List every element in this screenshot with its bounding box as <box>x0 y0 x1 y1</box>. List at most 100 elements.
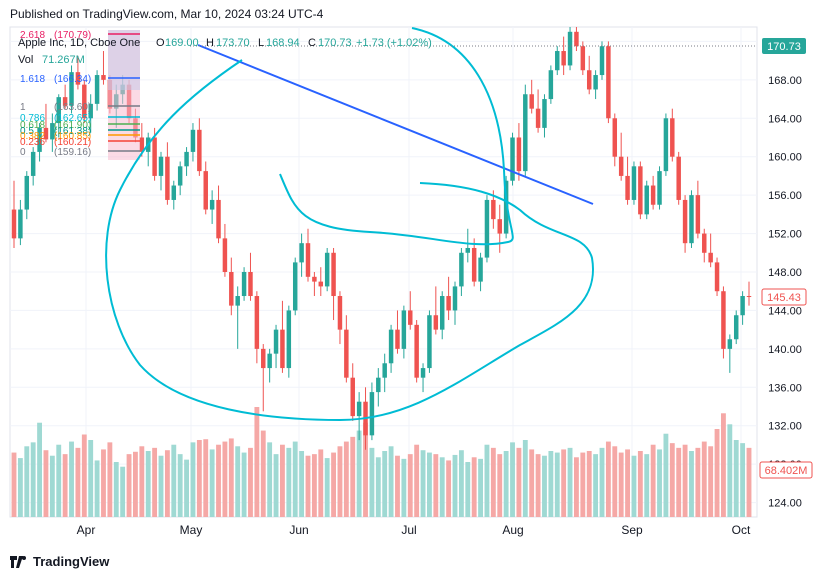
candle-body <box>548 70 554 100</box>
volume-bar <box>484 444 490 517</box>
candle-body <box>190 129 196 152</box>
candle <box>529 79 534 114</box>
candle-body <box>408 310 413 325</box>
candle <box>523 84 528 176</box>
candle-body <box>510 137 515 181</box>
candle <box>682 195 688 253</box>
volume-bar <box>669 443 675 517</box>
volume-bar <box>529 449 535 517</box>
volume-bar <box>733 440 739 517</box>
volume-bar <box>503 451 509 517</box>
x-tick-label: Jul <box>401 523 416 537</box>
candle <box>139 123 145 157</box>
candle-body <box>644 185 649 215</box>
y-tick-label: 124.00 <box>768 498 802 510</box>
candle-body <box>177 166 183 186</box>
volume-bar <box>56 444 62 517</box>
candle <box>586 55 592 95</box>
candle-body <box>670 118 675 157</box>
volume-bar <box>280 444 285 517</box>
candle-body <box>18 209 23 239</box>
candle-body <box>580 46 586 71</box>
volume-bar <box>605 441 611 517</box>
candle <box>670 108 675 162</box>
volume-bar <box>714 429 720 517</box>
candle-body <box>248 272 253 297</box>
volume-bar <box>689 451 694 517</box>
candle <box>190 123 196 162</box>
y-tick-label: 144.00 <box>768 305 802 317</box>
candle-body <box>465 247 471 253</box>
candle-body <box>229 272 234 306</box>
candle-body <box>618 156 624 176</box>
candle-body <box>254 296 260 349</box>
candle <box>235 286 240 349</box>
volume-bar <box>49 455 55 517</box>
volume-bar <box>350 436 356 517</box>
price-axis[interactable]: 124.00128.00132.00136.00140.00144.00148.… <box>768 36 802 509</box>
time-axis[interactable]: Apr May Jun Jul Aug Sep Oct <box>77 523 751 537</box>
volume-bar <box>81 434 87 517</box>
candle-body <box>209 199 215 210</box>
candle-body <box>663 118 669 172</box>
candle <box>337 291 343 345</box>
volume-bar <box>478 458 483 517</box>
candle-body <box>241 272 247 297</box>
candle-body <box>388 329 394 364</box>
candle-body <box>535 108 541 128</box>
candle-body <box>484 199 490 258</box>
volume-bar <box>120 466 126 517</box>
candle <box>618 132 624 181</box>
candle <box>197 118 202 176</box>
volume-bar <box>43 450 49 517</box>
candle <box>459 247 464 297</box>
y-tick-label: 164.00 <box>768 113 802 125</box>
candle <box>497 204 502 253</box>
volume-bar <box>101 449 106 517</box>
volume-bar <box>216 444 221 517</box>
legend-low-label: L <box>258 37 264 49</box>
candle-body <box>350 377 355 417</box>
volume-bar <box>382 451 388 517</box>
tradingview-footer[interactable]: TradingView <box>10 554 109 569</box>
candle <box>305 228 311 282</box>
candle <box>503 175 509 239</box>
candle <box>395 310 400 354</box>
candle <box>612 113 618 167</box>
volume-bar <box>171 444 177 517</box>
candle-body <box>305 243 311 277</box>
candle-body <box>721 291 726 349</box>
large-ellipse-drawing[interactable] <box>105 27 595 422</box>
candle <box>593 70 598 100</box>
candle-body <box>24 175 30 210</box>
candle <box>388 324 394 373</box>
volume-bar <box>343 441 349 517</box>
candle-body <box>599 46 605 76</box>
fibonacci-overlay[interactable]: 2.618 (170.79) 1.618 (166.34) 1 (163.60) 0.786… <box>20 30 140 160</box>
candle-body <box>273 329 279 354</box>
volume-bar <box>433 454 439 517</box>
trendline[interactable] <box>197 44 594 205</box>
volume-bar <box>369 447 375 517</box>
x-tick-label: Sep <box>621 523 643 537</box>
candle <box>676 151 681 205</box>
candle <box>62 84 68 109</box>
volume-bar <box>190 442 196 517</box>
candle <box>254 291 260 364</box>
legend-high-label: H <box>206 37 214 49</box>
volume-bar <box>625 449 630 517</box>
volume-bar <box>490 447 496 517</box>
fib-ratio-label: 0.236 <box>20 137 45 148</box>
candle-body <box>586 70 592 90</box>
volume-bar <box>701 441 707 517</box>
candle <box>484 195 490 263</box>
candle <box>510 132 515 186</box>
candle <box>733 310 739 345</box>
volume-bar <box>580 452 586 517</box>
volume-bar <box>510 442 515 517</box>
candle-body <box>43 127 49 140</box>
hand-drawings[interactable] <box>105 27 595 422</box>
volume-bar <box>676 447 682 517</box>
candle-body <box>689 195 694 244</box>
